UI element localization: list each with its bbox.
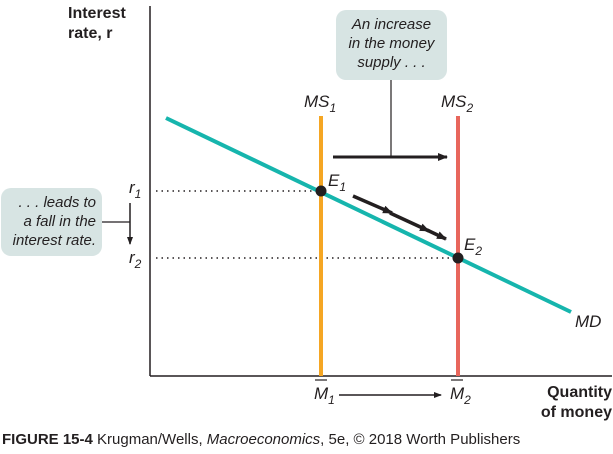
supply-increase-annotation: An increase in the money supply . . .	[336, 10, 447, 80]
supply-annotation-line: An increase	[351, 16, 432, 33]
md-label: MD	[575, 312, 601, 331]
supply-annotation-line: supply . . .	[357, 54, 426, 71]
figure-number: FIGURE 15-4	[2, 431, 93, 448]
e1-label: E1	[328, 171, 346, 194]
e2-point	[452, 252, 464, 264]
r2-tick-label: r2	[129, 248, 142, 271]
r1-tick-label: r1	[129, 178, 141, 201]
rate-annotation-line: interest rate.	[12, 232, 96, 249]
supply-annotation-line: in the money	[348, 35, 435, 52]
figure-caption: FIGURE 15-4 Krugman/Wells, Macroeconomic…	[2, 431, 521, 448]
m2-tick-label: M2	[450, 384, 471, 407]
rate-fall-annotation: . . . leads to a fall in the interest ra…	[1, 188, 102, 256]
rate-annotation-line: . . . leads to	[18, 194, 96, 211]
movement-arrow-2	[389, 211, 430, 233]
y-axis-label: Interest rate, r	[68, 5, 126, 42]
movement-arrow-3	[426, 228, 447, 241]
book-title: Macroeconomics	[206, 431, 321, 448]
e1-point	[315, 185, 327, 197]
ms2-label: MS2	[441, 92, 474, 115]
m1-tick-label: M1	[314, 384, 335, 407]
movement-arrow-1	[352, 194, 393, 215]
md-curve	[165, 116, 572, 314]
ms1-label: MS1	[304, 92, 336, 115]
e2-label: E2	[464, 235, 482, 258]
x-axis-label: Quantity of money	[540, 384, 612, 421]
rate-annotation-line: a fall in the	[23, 213, 96, 230]
